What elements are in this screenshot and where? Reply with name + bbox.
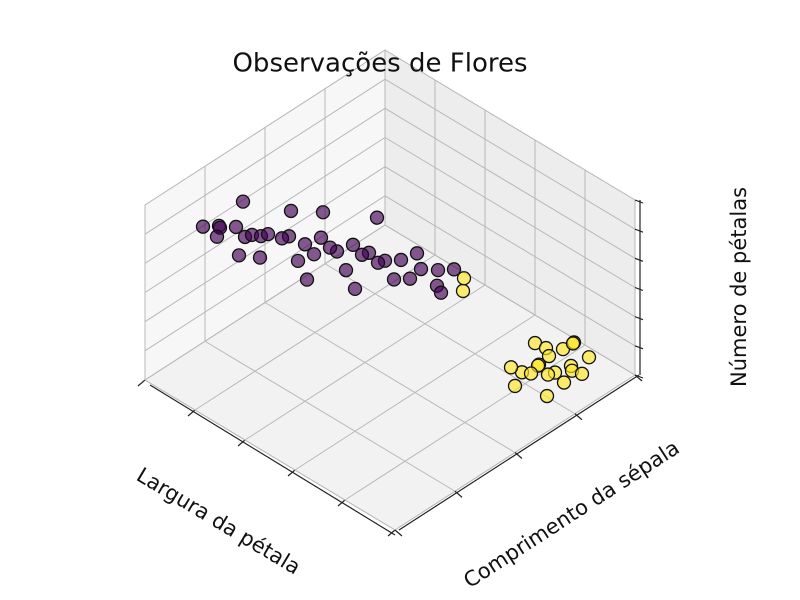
point bbox=[299, 272, 315, 287]
point bbox=[581, 350, 597, 365]
grid-line bbox=[144, 379, 396, 531]
x-tick-mark bbox=[187, 409, 196, 417]
grid-line bbox=[204, 340, 456, 492]
point bbox=[369, 210, 385, 225]
point bbox=[556, 375, 572, 390]
y-tick-mark bbox=[574, 413, 583, 421]
point bbox=[347, 281, 363, 297]
point bbox=[195, 219, 211, 234]
point bbox=[252, 250, 268, 265]
point bbox=[402, 271, 418, 286]
grid-line bbox=[384, 107, 636, 259]
point bbox=[297, 237, 313, 252]
grid-line bbox=[144, 49, 386, 206]
grid-line bbox=[384, 195, 636, 347]
y-tick-mark bbox=[514, 452, 523, 459]
z-tick-mark bbox=[634, 286, 644, 292]
point bbox=[231, 248, 247, 263]
point bbox=[446, 262, 462, 277]
point bbox=[455, 283, 471, 299]
y-axis-line bbox=[398, 374, 640, 531]
chart-title: Observações de Flores bbox=[232, 49, 527, 79]
point bbox=[433, 285, 449, 300]
x-tick-mark bbox=[287, 469, 296, 477]
point bbox=[315, 205, 331, 220]
point bbox=[456, 271, 472, 286]
point bbox=[503, 360, 519, 375]
point bbox=[540, 367, 556, 382]
point bbox=[413, 261, 429, 277]
grid-line bbox=[144, 224, 386, 381]
point bbox=[430, 262, 446, 278]
point bbox=[409, 246, 425, 261]
panes bbox=[137, 49, 644, 537]
point bbox=[338, 263, 354, 278]
point bbox=[523, 366, 539, 381]
grid-line bbox=[324, 263, 576, 415]
point bbox=[507, 378, 523, 394]
grid-line bbox=[384, 78, 636, 230]
point bbox=[322, 240, 338, 255]
point bbox=[354, 247, 370, 262]
y-tick-mark bbox=[394, 529, 403, 537]
point bbox=[313, 230, 329, 245]
y-tick-mark bbox=[454, 490, 463, 498]
point bbox=[370, 255, 386, 270]
z-tick-mark bbox=[634, 345, 644, 350]
point bbox=[290, 253, 306, 269]
x-tick-mark bbox=[237, 439, 246, 447]
point bbox=[565, 336, 581, 351]
point bbox=[539, 388, 555, 404]
grid-line bbox=[144, 107, 386, 264]
point bbox=[541, 348, 557, 364]
x-tick-mark bbox=[337, 499, 346, 507]
grid-line bbox=[144, 78, 386, 235]
z-axis-label: Número de pétalas bbox=[727, 187, 751, 387]
z-tick-mark bbox=[634, 257, 644, 262]
z-tick-mark bbox=[634, 228, 644, 233]
grid-line bbox=[264, 302, 516, 453]
x-axis-line bbox=[149, 384, 396, 536]
z-tick-mark bbox=[634, 199, 644, 204]
z-tick-mark bbox=[634, 316, 644, 321]
point bbox=[393, 252, 409, 268]
point bbox=[386, 272, 402, 287]
points bbox=[195, 194, 597, 404]
point bbox=[345, 237, 361, 252]
point bbox=[306, 247, 322, 262]
grid-line bbox=[144, 166, 386, 323]
point bbox=[283, 203, 299, 219]
point bbox=[274, 231, 290, 246]
point bbox=[228, 219, 244, 235]
grid-line bbox=[144, 195, 386, 352]
grid-line bbox=[384, 166, 636, 318]
grid-line bbox=[144, 137, 386, 293]
grid-line bbox=[384, 49, 636, 201]
grid-line bbox=[384, 224, 636, 376]
point bbox=[209, 229, 225, 244]
point bbox=[574, 366, 590, 381]
x-axis-label: Largura da pétala bbox=[132, 463, 304, 580]
point bbox=[235, 194, 251, 209]
z-tick-mark bbox=[634, 374, 644, 379]
point bbox=[260, 226, 276, 242]
grid-line bbox=[384, 137, 636, 288]
x-tick-mark bbox=[137, 379, 146, 387]
